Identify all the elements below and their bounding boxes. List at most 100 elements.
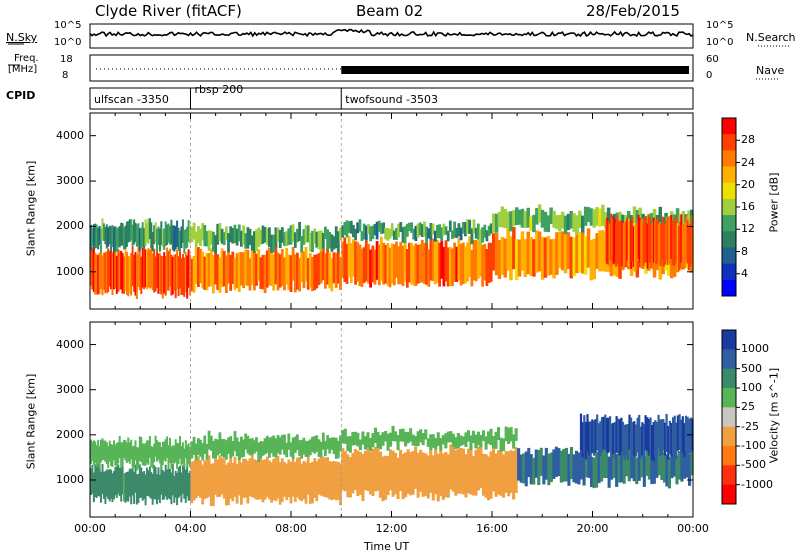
heatmap-cell bbox=[497, 240, 502, 279]
heatmap-cell bbox=[140, 467, 143, 498]
heatmap-cell bbox=[681, 416, 684, 453]
heatmap-cell bbox=[464, 222, 467, 237]
heatmap-cell bbox=[369, 249, 372, 288]
heatmap-cell bbox=[341, 241, 345, 279]
heatmap-cell bbox=[216, 223, 220, 245]
heatmap-cell bbox=[620, 417, 623, 453]
heatmap-cell bbox=[313, 436, 317, 454]
heatmap-cell bbox=[559, 450, 563, 483]
heatmap-cell bbox=[148, 466, 151, 498]
heatmap-cell bbox=[456, 433, 460, 449]
heatmap-cell bbox=[366, 444, 370, 491]
heatmap-cell bbox=[186, 226, 189, 248]
heatmap-cell bbox=[426, 455, 430, 499]
x-tick-label: 08:00 bbox=[275, 522, 307, 535]
heatmap-cell bbox=[321, 232, 325, 249]
heatmap-cell bbox=[630, 417, 633, 449]
heatmap-cell bbox=[246, 435, 250, 454]
heatmap-cell bbox=[123, 439, 125, 459]
heatmap-cell bbox=[187, 473, 190, 501]
heatmap-cell bbox=[605, 452, 609, 479]
heatmap-cell bbox=[666, 219, 669, 265]
colorbar-tick-label: 4 bbox=[741, 266, 748, 280]
heatmap-cell bbox=[311, 462, 314, 504]
colorbar-swatch bbox=[722, 368, 736, 389]
colorbar-frame bbox=[721, 329, 737, 505]
heatmap-cell bbox=[517, 448, 521, 481]
heatmap-cell bbox=[420, 239, 424, 283]
heatmap-cell bbox=[167, 445, 170, 469]
heatmap-cell bbox=[599, 421, 602, 456]
heatmap-cell bbox=[409, 452, 413, 496]
heatmap-cell bbox=[92, 248, 95, 293]
heatmap-cell bbox=[429, 434, 433, 451]
heatmap-cell bbox=[259, 257, 263, 289]
heatmap-cell bbox=[558, 215, 562, 232]
heatmap-cell bbox=[308, 253, 312, 288]
heatmap-cell bbox=[358, 439, 362, 451]
heatmap-cell bbox=[242, 225, 245, 245]
heatmap-cell bbox=[218, 432, 222, 454]
heatmap-cell bbox=[591, 419, 594, 454]
heatmap-cell bbox=[137, 223, 140, 246]
heatmap-cell bbox=[164, 221, 167, 247]
heatmap-cell bbox=[595, 233, 599, 269]
heatmap-cell bbox=[381, 456, 385, 502]
heatmap-cell bbox=[313, 254, 317, 291]
heatmap-cell bbox=[114, 444, 117, 466]
heatmap-cell bbox=[144, 442, 147, 466]
heatmap-cell bbox=[434, 449, 438, 495]
heatmap-cell bbox=[302, 460, 306, 500]
heatmap-cell bbox=[177, 256, 180, 297]
heatmap-cell bbox=[92, 440, 95, 466]
heatmap-cell bbox=[386, 455, 390, 496]
heatmap-cell bbox=[677, 451, 681, 480]
heatmap-cell bbox=[328, 461, 332, 500]
colorbar-swatch bbox=[722, 426, 736, 447]
heatmap-cell bbox=[255, 460, 258, 500]
heatmap-cell bbox=[169, 248, 171, 287]
heatmap-cell bbox=[472, 240, 476, 281]
heatmap-cell bbox=[395, 241, 398, 278]
colorbar-tick-label: 25 bbox=[741, 400, 755, 414]
heatmap-cell bbox=[583, 206, 588, 226]
heatmap-cell bbox=[130, 469, 133, 505]
heatmap-cell bbox=[233, 431, 237, 452]
heatmap-cell bbox=[248, 458, 252, 497]
heatmap-cell bbox=[113, 248, 115, 290]
heatmap-cell bbox=[98, 446, 101, 469]
heatmap-cell bbox=[95, 254, 98, 295]
heatmap-cell bbox=[572, 213, 576, 232]
heatmap-cell bbox=[244, 249, 248, 286]
heatmap-cell bbox=[509, 450, 513, 493]
heatmap-cell bbox=[612, 216, 615, 265]
heatmap-cell bbox=[469, 435, 473, 451]
heatmap-cell bbox=[101, 255, 104, 296]
heatmap-cell bbox=[360, 231, 364, 241]
heatmap-cell bbox=[529, 237, 533, 276]
colorbar-swatch bbox=[722, 134, 736, 151]
heatmap-cell bbox=[579, 448, 583, 480]
heatmap-cell bbox=[637, 214, 640, 259]
heatmap-cell bbox=[433, 230, 437, 242]
heatmap-cell bbox=[664, 223, 666, 265]
heatmap-cell bbox=[154, 467, 157, 500]
heatmap-cell bbox=[655, 220, 658, 264]
heatmap-cell bbox=[161, 441, 164, 466]
heatmap-cell bbox=[555, 215, 559, 230]
heatmap-cell bbox=[489, 223, 493, 234]
heatmap-cell bbox=[377, 244, 381, 286]
heatmap-cell bbox=[300, 235, 304, 253]
heatmap-cell bbox=[231, 227, 235, 244]
heatmap-cell bbox=[618, 419, 621, 456]
heatmap-cell bbox=[197, 247, 200, 287]
heatmap-cell bbox=[315, 461, 319, 502]
heatmap-cell bbox=[154, 435, 157, 457]
heatmap-cell bbox=[634, 224, 636, 272]
heatmap-cell bbox=[296, 252, 299, 290]
heatmap-cell bbox=[173, 254, 176, 292]
colorbar-tick-label: 24 bbox=[741, 155, 755, 169]
heatmap-cell bbox=[650, 223, 653, 269]
heatmap-cell bbox=[419, 429, 423, 443]
